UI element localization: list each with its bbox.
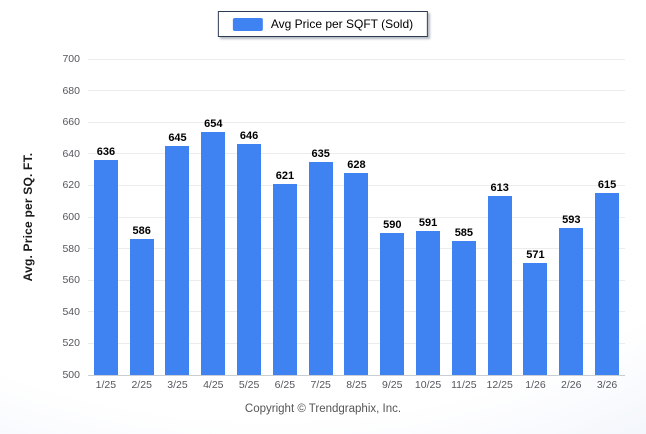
x-tick-label: 7/25 (310, 379, 331, 391)
bar (129, 239, 154, 375)
bar-slot: 615 (589, 59, 625, 375)
y-tick-label: 600 (62, 211, 80, 223)
x-tick-label: 3/26 (596, 379, 618, 391)
bar-slot: 613 (482, 59, 518, 375)
bar-slot: 654 (195, 59, 231, 375)
bar-value-label: 586 (132, 225, 151, 238)
x-tick-label: 5/25 (238, 379, 260, 391)
bar-value-label: 646 (239, 130, 259, 143)
bar-value-label: 571 (526, 248, 545, 261)
bar-slot: 621 (267, 59, 303, 375)
bar (201, 131, 226, 375)
y-tick-label: 680 (62, 84, 80, 97)
bar-value-label: 645 (168, 131, 187, 144)
bar-value-label: 591 (418, 217, 438, 230)
bar-slot: 645 (160, 59, 196, 375)
bar (272, 183, 297, 375)
y-tick-label: 580 (62, 242, 80, 255)
x-tick-label: 4/25 (203, 379, 224, 391)
x-axis-line (88, 374, 625, 376)
bar (559, 228, 584, 375)
bars-row: 636 586 645 654 646 621 635 628 590 591 585 613 571 5… (88, 59, 625, 375)
bar-slot: 571 (518, 59, 554, 375)
y-tick-label: 500 (62, 369, 80, 381)
x-tick-label: 10/25 (414, 379, 442, 391)
bar-value-label: 613 (490, 182, 509, 195)
legend-label: Avg Price per SQFT (Sold) (270, 17, 414, 31)
bar-value-label: 615 (597, 179, 617, 192)
x-tick-label: 11/25 (451, 379, 477, 391)
bar-value-label: 585 (454, 226, 474, 239)
y-tick-label: 540 (62, 305, 80, 318)
x-tick-label: 3/25 (167, 379, 188, 391)
legend: Avg Price per SQFT (Sold) (217, 11, 429, 37)
bar-value-label: 593 (562, 214, 581, 227)
bar-value-label: 654 (204, 117, 223, 130)
x-tick-label: 1/26 (525, 379, 546, 391)
gridline (88, 90, 625, 92)
bar (523, 262, 548, 375)
bar-slot: 585 (446, 59, 482, 375)
bar-slot: 635 (303, 59, 339, 375)
x-tick-label: 2/25 (131, 379, 152, 391)
bar (487, 196, 512, 375)
y-tick-label: 560 (62, 274, 80, 287)
gridline (88, 153, 625, 155)
bar-value-label: 636 (96, 146, 116, 159)
bar-slot: 591 (410, 59, 446, 375)
x-axis-labels: 1/25 2/25 3/25 4/25 5/25 6/25 7/25 8/25 9/25 10/2… (88, 379, 625, 391)
bar-slot: 646 (231, 59, 267, 375)
y-tick-label: 640 (62, 147, 80, 160)
bar-slot: 586 (124, 59, 160, 375)
bar-value-label: 621 (275, 169, 295, 182)
bar-slot: 590 (374, 59, 410, 375)
bar (451, 240, 476, 375)
y-tick-label: 520 (62, 337, 80, 350)
y-tick-label: 620 (62, 179, 80, 192)
bar (308, 161, 333, 375)
y-tick-label: 700 (62, 53, 80, 65)
plot-area: 636 586 645 654 646 621 635 628 590 591 585 613 571 5… (62, 53, 625, 381)
legend-swatch-icon (232, 17, 263, 31)
bar (595, 193, 620, 375)
x-tick-label: 6/25 (274, 379, 296, 391)
y-tick-label: 660 (62, 116, 80, 129)
x-tick-label: 12/25 (486, 379, 513, 391)
bar-slot: 593 (553, 59, 589, 375)
x-tick-label: 2/26 (561, 379, 582, 391)
x-tick-label: 8/25 (346, 379, 367, 391)
copyright-text: Copyright © Trendgraphix, Inc. (244, 403, 402, 415)
bar-value-label: 590 (383, 218, 402, 231)
bar-slot: 628 (339, 59, 375, 375)
bar (416, 231, 441, 375)
bar-value-label: 628 (347, 158, 366, 171)
gridline (88, 121, 625, 123)
bar-slot: 636 (88, 59, 124, 375)
gridline (88, 58, 625, 60)
bar (380, 232, 405, 375)
y-axis-title: Avg. Price per SQ. FT. (21, 152, 35, 282)
x-tick-label: 1/25 (95, 379, 117, 391)
bar-value-label: 635 (311, 147, 330, 160)
bar (237, 144, 262, 375)
bar (165, 145, 190, 375)
x-tick-label: 9/25 (382, 379, 403, 391)
bar (344, 172, 369, 375)
bar (93, 160, 118, 375)
